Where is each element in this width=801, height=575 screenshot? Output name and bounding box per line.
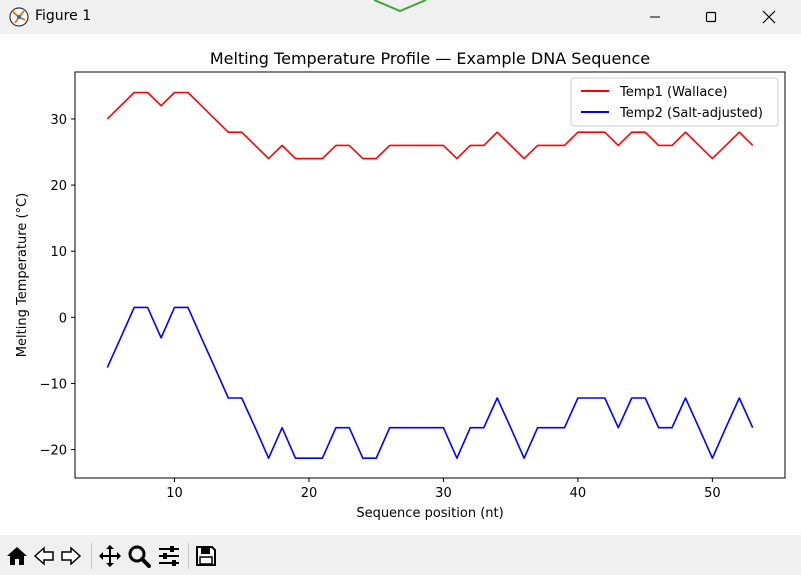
y-tick-label: 30 xyxy=(50,113,67,128)
series-line-temp1 xyxy=(106,91,754,160)
figure-canvas: Melting Temperature Profile — Example DN… xyxy=(0,34,801,535)
pan-button[interactable] xyxy=(97,543,123,569)
home-icon xyxy=(7,547,27,565)
subplots-icon xyxy=(159,546,179,566)
y-tick-label: −20 xyxy=(40,444,67,459)
maximize-button[interactable] xyxy=(683,0,739,34)
back-button[interactable] xyxy=(31,543,57,569)
x-tick-label: 10 xyxy=(166,486,183,501)
zoom-button[interactable] xyxy=(126,543,152,569)
series-line-temp2 xyxy=(106,306,754,460)
y-tick-label: 0 xyxy=(59,311,67,326)
x-tick-label: 50 xyxy=(704,486,721,501)
save-button[interactable] xyxy=(193,543,219,569)
chart: Melting Temperature Profile — Example DN… xyxy=(15,49,786,521)
drag-indicator-icon xyxy=(373,0,427,13)
forward-button[interactable] xyxy=(58,543,84,569)
close-button[interactable] xyxy=(741,0,797,34)
home-button[interactable] xyxy=(4,543,30,569)
chart-title: Melting Temperature Profile — Example DN… xyxy=(210,49,650,68)
y-axis-label: Melting Temperature (°C) xyxy=(15,193,30,357)
y-tick-label: −10 xyxy=(40,377,67,392)
toolbar-separator xyxy=(91,543,92,569)
legend-label-temp2: Temp2 (Salt-adjusted) xyxy=(619,106,763,121)
save-icon xyxy=(196,546,216,566)
x-tick-label: 30 xyxy=(435,486,452,501)
close-icon xyxy=(762,10,776,24)
window-titlebar: Figure 1 xyxy=(0,0,801,34)
legend-label-temp1: Temp1 (Wallace) xyxy=(619,85,728,100)
x-tick-label: 40 xyxy=(570,486,587,501)
navigation-toolbar xyxy=(0,535,801,575)
minimize-icon xyxy=(650,16,660,18)
forward-arrow-icon xyxy=(61,546,82,566)
matplotlib-icon xyxy=(9,7,29,27)
zoom-icon xyxy=(128,545,151,568)
subplots-button[interactable] xyxy=(156,543,182,569)
back-arrow-icon xyxy=(33,546,54,566)
legend-box xyxy=(570,77,779,127)
plot-area xyxy=(74,71,786,479)
maximize-icon xyxy=(705,11,717,23)
window-title: Figure 1 xyxy=(35,8,92,24)
y-tick-label: 10 xyxy=(50,245,67,260)
legend: Temp1 (Wallace) Temp2 (Salt-adjusted) xyxy=(570,77,779,127)
x-axis-label: Sequence position (nt) xyxy=(356,506,503,521)
toolbar-separator xyxy=(188,543,189,569)
minimize-button[interactable] xyxy=(627,0,683,34)
x-tick-label: 20 xyxy=(301,486,318,501)
pan-icon xyxy=(99,545,121,567)
y-tick-label: 20 xyxy=(50,179,67,194)
